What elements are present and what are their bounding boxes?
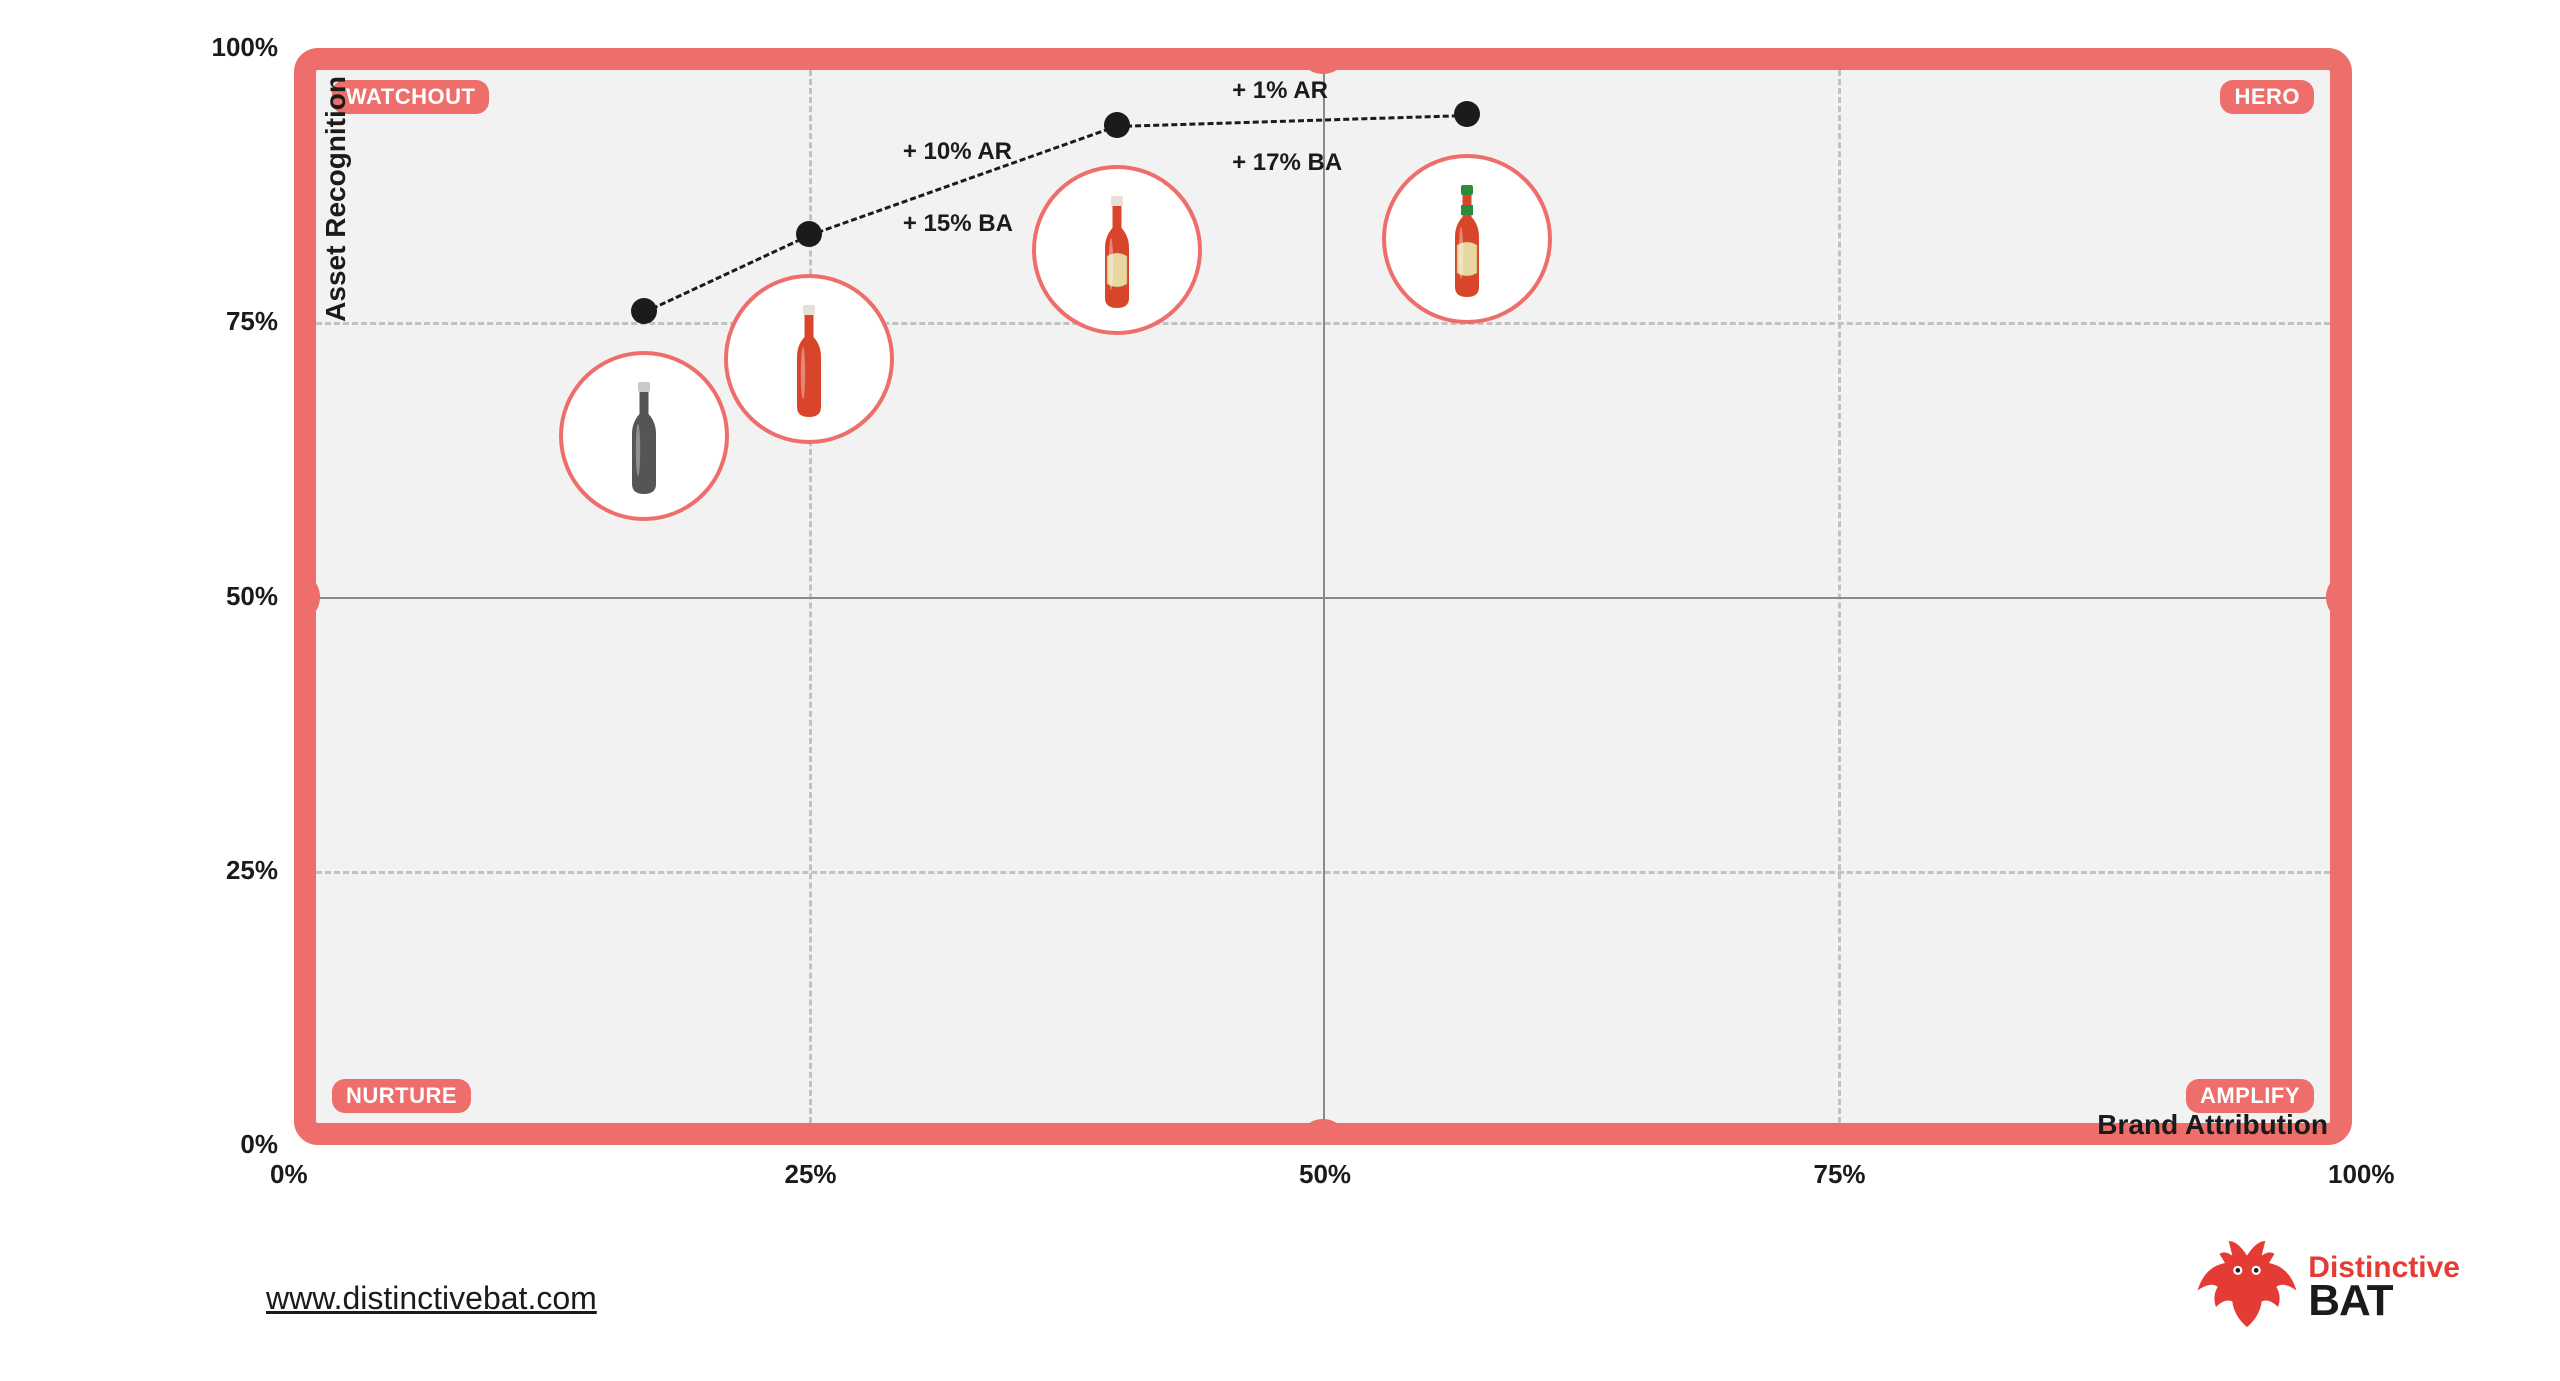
data-point-bubble (1032, 165, 1202, 335)
x-tick-label: 25% (785, 1159, 837, 1190)
y-tick-label: 50% (226, 581, 278, 612)
data-point-dot (1454, 101, 1480, 127)
connector-annotation: + 17% BA (1232, 149, 1342, 177)
y-axis-title: Asset Recognition (320, 76, 352, 322)
x-tick-label: 0% (270, 1159, 308, 1190)
x-axis-title: Brand Attribution (2097, 1109, 2328, 1141)
y-tick-label: 0% (240, 1129, 278, 1160)
bottle-icon (1444, 183, 1490, 306)
connector-annotation: + 1% AR (1232, 77, 1328, 105)
footer-link[interactable]: www.distinctivebat.com (266, 1280, 597, 1317)
x-tick-label: 50% (1299, 1159, 1351, 1190)
data-point-bubble (1382, 154, 1552, 324)
bottle-icon (1094, 194, 1140, 317)
midline-horizontal (316, 597, 2330, 599)
bottle-icon (786, 303, 832, 426)
y-tick-label: 100% (212, 32, 279, 63)
x-tick-label: 100% (2328, 1159, 2395, 1190)
x-tick-label: 75% (1814, 1159, 1866, 1190)
y-tick-label: 75% (226, 306, 278, 337)
quadrant-label-watchout: WATCHOUT (332, 80, 489, 114)
connector-annotation: + 15% BA (903, 210, 1013, 238)
logo-text-secondary: BAT (2308, 1281, 2460, 1321)
quadrant-label-hero: HERO (2220, 80, 2314, 114)
data-point-bubble (559, 351, 729, 521)
quadrant-label-amplify: AMPLIFY (2186, 1079, 2314, 1113)
data-point-bubble (724, 274, 894, 444)
data-point-dot (796, 221, 822, 247)
bottle-icon (621, 380, 667, 503)
y-tick-label: 25% (226, 855, 278, 886)
brand-logo: DistinctiveBAT (2192, 1230, 2460, 1345)
data-point-dot (1104, 112, 1130, 138)
data-point-dot (631, 298, 657, 324)
connector-annotation: + 10% AR (903, 138, 1012, 166)
quadrant-label-nurture: NURTURE (332, 1079, 471, 1113)
bat-icon (2192, 1230, 2302, 1345)
